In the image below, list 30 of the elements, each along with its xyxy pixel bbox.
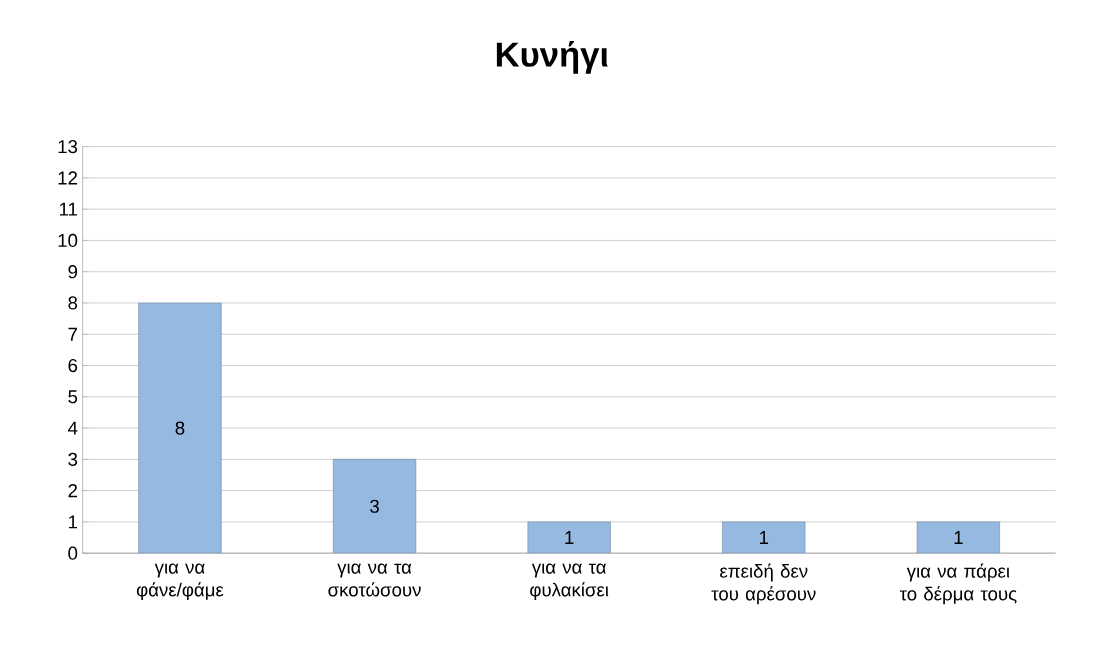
bar bbox=[916, 521, 1000, 554]
data-label: 1 bbox=[565, 531, 574, 544]
bar bbox=[527, 521, 611, 554]
y-tick-label: 2 bbox=[68, 484, 78, 498]
y-tick-label: 5 bbox=[68, 390, 78, 404]
bar bbox=[138, 302, 222, 554]
y-tick-label: 8 bbox=[68, 296, 78, 310]
x-tick-label: για να φάνε/φάμε bbox=[136, 563, 224, 601]
data-label: 3 bbox=[370, 499, 379, 513]
x-tick-label: για να τα σκοτώσουν bbox=[328, 563, 421, 597]
data-label: 8 bbox=[175, 421, 185, 435]
x-tick-label: για να πάρει το δέρμα τους bbox=[899, 563, 1017, 605]
y-tick-label: 1 bbox=[68, 515, 78, 529]
y-tick-label: 12 bbox=[58, 171, 78, 185]
bar bbox=[332, 459, 417, 554]
y-tick-label: 6 bbox=[68, 358, 78, 373]
chart-title: Κυνήγι bbox=[496, 40, 608, 74]
data-label: 1 bbox=[954, 531, 963, 544]
y-tick-label: 11 bbox=[59, 202, 78, 216]
y-tick-label: 9 bbox=[68, 265, 78, 279]
y-tick-label: 7 bbox=[68, 327, 78, 341]
x-tick-label: επειδή δεν του αρέσουν bbox=[711, 563, 816, 605]
y-tick-label: 3 bbox=[68, 452, 78, 466]
y-tick-label: 13 bbox=[58, 139, 78, 154]
y-tick-label: 4 bbox=[67, 421, 78, 435]
y-tick-label: 0 bbox=[68, 546, 78, 560]
y-tick-label: 10 bbox=[58, 233, 78, 247]
data-label: 1 bbox=[760, 531, 769, 544]
x-tick-label: για να τα φυλακίσει bbox=[530, 563, 609, 601]
bar bbox=[722, 521, 806, 554]
